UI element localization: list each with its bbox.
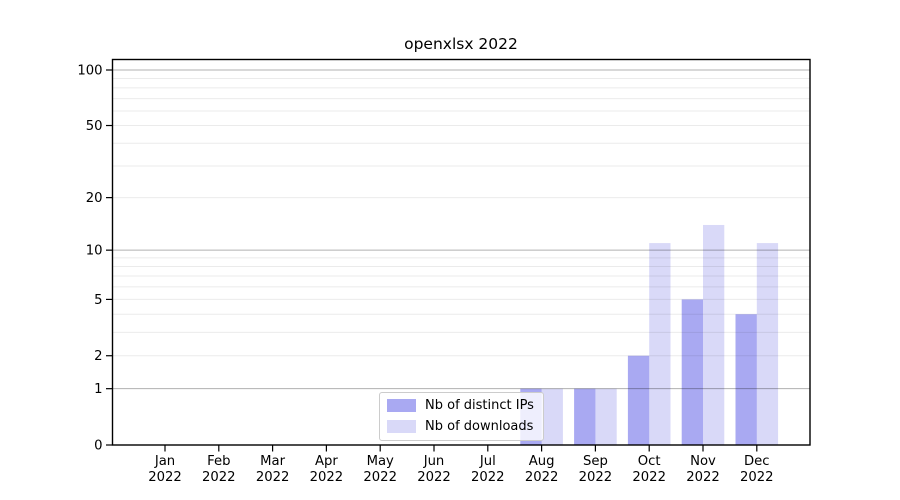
bar-downloads-sep: [595, 388, 617, 445]
x-tick-label-year: 2022: [310, 470, 344, 485]
bar-distinct-ips-nov: [681, 299, 703, 445]
bar-distinct-ips-oct: [627, 355, 650, 445]
x-tick-label-year: 2022: [686, 470, 720, 485]
x-tick-label-month: May: [367, 454, 394, 469]
x-tick-label-year: 2022: [417, 470, 451, 485]
legend-item-downloads: Nb of downloads: [387, 419, 534, 434]
legend: Nb of distinct IPs Nb of downloads: [379, 392, 544, 441]
x-tick-label-month: Oct: [638, 454, 661, 469]
x-tick-label-year: 2022: [148, 470, 182, 485]
x-tick-label-year: 2022: [202, 470, 236, 485]
y-tick-label: 1: [94, 382, 102, 397]
x-tick-label-year: 2022: [740, 470, 774, 485]
y-tick-label: 100: [77, 64, 102, 79]
bar-downloads-dec: [756, 243, 779, 445]
bar-distinct-ips-dec: [735, 314, 757, 445]
legend-item-distinct-ips: Nb of distinct IPs: [387, 398, 534, 413]
x-tick-label-month: Feb: [207, 454, 230, 469]
x-tick-label-month: Apr: [315, 454, 338, 469]
y-tick-label: 2: [94, 349, 102, 364]
x-tick-label-month: Nov: [690, 454, 716, 469]
plot-frame: [111, 58, 811, 446]
y-tick-label: 20: [86, 191, 103, 206]
bar-downloads-aug: [541, 388, 563, 445]
x-tick-label-year: 2022: [363, 470, 397, 485]
x-tick-label-year: 2022: [632, 470, 666, 485]
y-tick-label: 0: [94, 439, 102, 454]
x-tick-label-month: Jul: [479, 454, 496, 469]
legend-label-downloads: Nb of downloads: [425, 419, 534, 434]
bar-downloads-oct: [649, 243, 671, 445]
x-tick-label-month: Jan: [154, 454, 175, 469]
x-tick-label-month: Dec: [744, 454, 770, 469]
x-tick-label-year: 2022: [471, 470, 505, 485]
legend-swatch-downloads: [387, 420, 416, 433]
legend-swatch-distinct-ips: [387, 399, 416, 412]
x-tick-label-month: Mar: [260, 454, 285, 469]
chart-title: openxlsx 2022: [404, 35, 518, 53]
legend-label-distinct-ips: Nb of distinct IPs: [425, 398, 534, 413]
x-tick-label-year: 2022: [525, 470, 559, 485]
bar-distinct-ips-sep: [574, 388, 596, 445]
y-tick-label: 5: [94, 293, 102, 308]
y-tick-label: 50: [86, 119, 103, 134]
x-tick-label-month: Jun: [423, 454, 445, 469]
x-tick-label-month: Aug: [529, 454, 555, 469]
x-tick-label-year: 2022: [256, 470, 290, 485]
bar-downloads-nov: [703, 224, 725, 445]
x-tick-label-month: Sep: [583, 454, 608, 469]
x-tick-label-year: 2022: [579, 470, 613, 485]
y-tick-label: 10: [86, 244, 103, 259]
